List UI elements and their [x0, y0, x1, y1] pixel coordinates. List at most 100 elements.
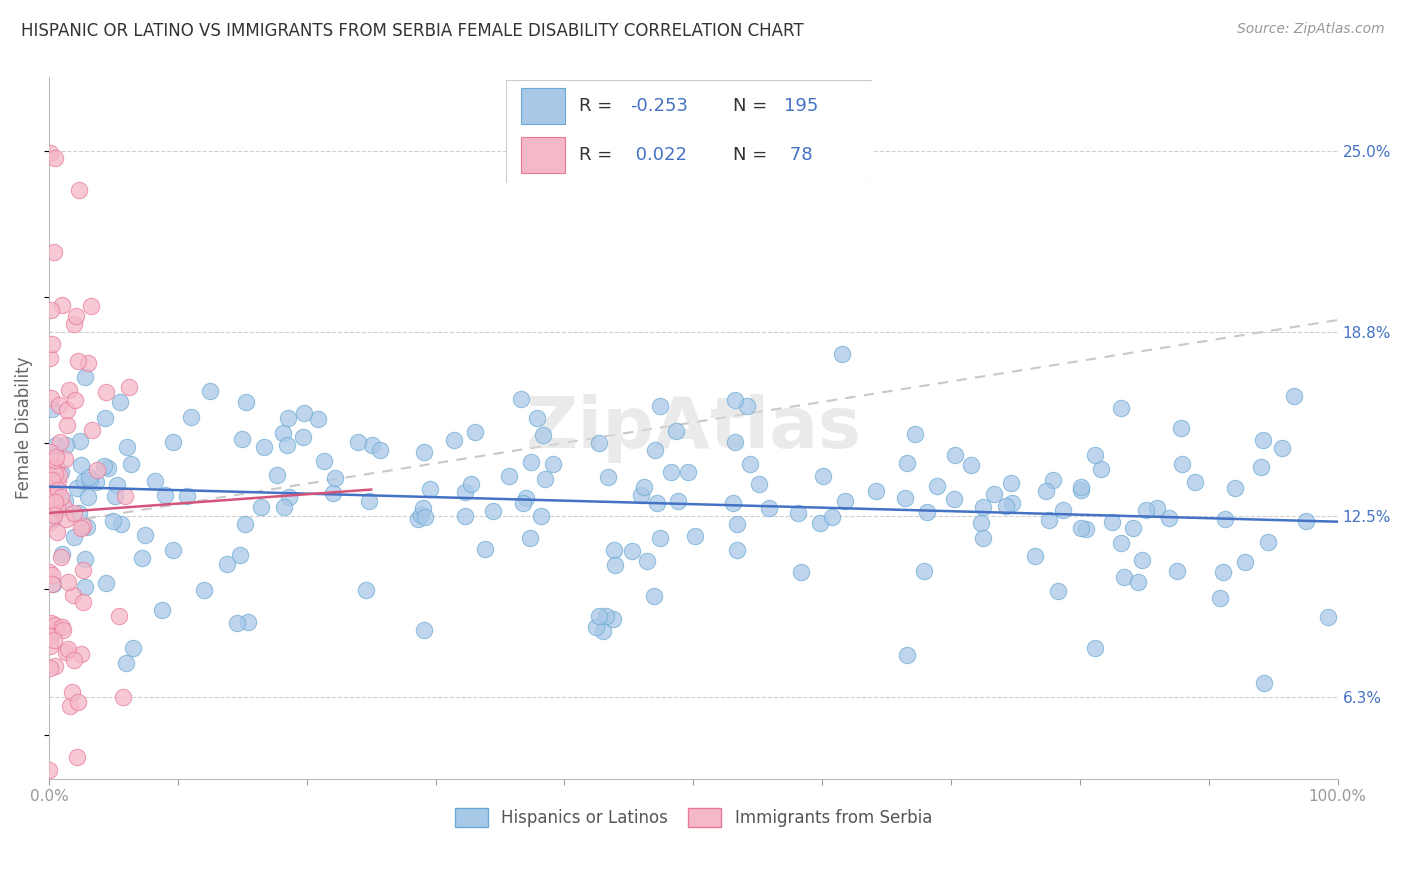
- Point: [460, 476, 482, 491]
- Point: [464, 425, 486, 439]
- Legend: Hispanics or Latinos, Immigrants from Serbia: Hispanics or Latinos, Immigrants from Se…: [449, 801, 939, 834]
- Point: [633, 480, 655, 494]
- Point: [790, 565, 813, 579]
- Point: [39, 615, 62, 630]
- Point: [603, 542, 626, 557]
- Point: [1035, 483, 1057, 498]
- Point: [51, 298, 73, 312]
- Point: [346, 434, 368, 449]
- Point: [1090, 462, 1112, 476]
- Point: [42, 244, 65, 259]
- Point: [515, 491, 537, 505]
- Point: [231, 432, 253, 446]
- Point: [59, 699, 82, 714]
- Point: [526, 410, 548, 425]
- Point: [665, 424, 688, 438]
- Point: [44, 659, 66, 673]
- Point: [225, 615, 247, 630]
- Point: [233, 516, 256, 531]
- Point: [1046, 583, 1069, 598]
- Point: [44, 151, 66, 165]
- Point: [39, 629, 62, 643]
- Point: [67, 183, 90, 197]
- Point: [51, 620, 73, 634]
- Point: [73, 474, 96, 488]
- Point: [94, 384, 117, 399]
- Point: [1084, 640, 1107, 655]
- Point: [94, 411, 117, 425]
- Text: HISPANIC OR LATINO VS IMMIGRANTS FROM SERBIA FEMALE DISABILITY CORRELATION CHART: HISPANIC OR LATINO VS IMMIGRANTS FROM SE…: [21, 22, 804, 40]
- Point: [67, 354, 90, 368]
- Point: [498, 468, 520, 483]
- Point: [72, 595, 94, 609]
- Point: [235, 395, 257, 409]
- Point: [307, 412, 329, 426]
- Point: [44, 484, 66, 499]
- Point: [787, 506, 810, 520]
- Point: [588, 436, 610, 450]
- Point: [413, 623, 436, 637]
- Point: [412, 445, 434, 459]
- Point: [603, 558, 626, 572]
- Point: [108, 395, 131, 409]
- Point: [1253, 676, 1275, 690]
- Point: [683, 529, 706, 543]
- Point: [1070, 521, 1092, 535]
- Point: [55, 512, 77, 526]
- Point: [60, 685, 83, 699]
- Point: [808, 516, 831, 531]
- Point: [69, 434, 91, 449]
- Point: [1251, 433, 1274, 447]
- Y-axis label: Female Disability: Female Disability: [15, 357, 32, 500]
- Point: [1257, 535, 1279, 549]
- Point: [69, 647, 91, 661]
- Point: [519, 531, 541, 545]
- Point: [1074, 522, 1097, 536]
- Point: [44, 495, 66, 509]
- Point: [1126, 575, 1149, 590]
- Point: [63, 392, 86, 407]
- Point: [39, 302, 62, 317]
- Point: [45, 450, 67, 464]
- Point: [482, 503, 505, 517]
- Point: [723, 434, 745, 449]
- Point: [53, 452, 76, 467]
- Point: [108, 608, 131, 623]
- Point: [52, 624, 75, 638]
- Point: [56, 403, 79, 417]
- Point: [1295, 514, 1317, 528]
- Text: R =: R =: [579, 97, 613, 115]
- Point: [42, 511, 65, 525]
- Point: [972, 531, 994, 545]
- Point: [727, 543, 749, 558]
- Point: [598, 470, 620, 484]
- Point: [530, 508, 553, 523]
- Point: [943, 448, 966, 462]
- Point: [1109, 536, 1132, 550]
- Point: [1157, 511, 1180, 525]
- Point: [51, 547, 73, 561]
- Point: [153, 488, 176, 502]
- Point: [105, 477, 128, 491]
- Point: [748, 476, 770, 491]
- Point: [41, 391, 63, 405]
- Point: [509, 392, 531, 406]
- Point: [65, 481, 87, 495]
- Point: [927, 479, 949, 493]
- Point: [62, 530, 84, 544]
- Point: [602, 612, 624, 626]
- Point: [959, 458, 981, 472]
- Point: [79, 474, 101, 488]
- Point: [75, 552, 97, 566]
- Point: [51, 465, 73, 479]
- Point: [46, 475, 69, 489]
- Point: [55, 645, 77, 659]
- Point: [1213, 512, 1236, 526]
- Point: [737, 399, 759, 413]
- Point: [67, 695, 90, 709]
- Point: [1171, 458, 1194, 472]
- Point: [896, 457, 918, 471]
- Point: [357, 494, 380, 508]
- Point: [972, 500, 994, 514]
- Point: [41, 577, 63, 591]
